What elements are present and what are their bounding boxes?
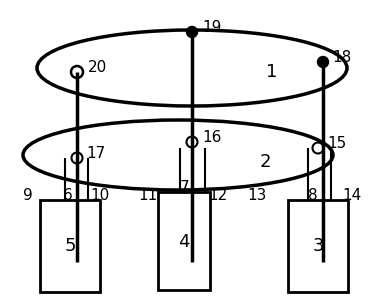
Text: 15: 15	[327, 136, 346, 151]
Text: 3: 3	[312, 237, 324, 255]
Text: 14: 14	[342, 188, 362, 203]
Circle shape	[318, 57, 329, 67]
Text: 4: 4	[178, 233, 190, 251]
Bar	[40, 200, 100, 292]
Text: 20: 20	[88, 60, 107, 75]
Text: 13: 13	[247, 188, 267, 203]
Text: 10: 10	[91, 188, 110, 203]
Text: 9: 9	[23, 188, 33, 203]
Text: 17: 17	[86, 147, 105, 161]
Text: 8: 8	[308, 188, 318, 203]
Text: 16: 16	[202, 130, 222, 146]
Text: 7: 7	[180, 181, 190, 195]
Bar	[288, 200, 348, 292]
Text: 6: 6	[63, 188, 73, 203]
Text: 1: 1	[266, 63, 278, 81]
Text: 5: 5	[64, 237, 76, 255]
Text: 12: 12	[208, 188, 228, 203]
Text: 2: 2	[259, 153, 271, 171]
Text: 11: 11	[138, 188, 158, 203]
Text: 18: 18	[332, 50, 351, 65]
Bar	[158, 192, 210, 290]
Circle shape	[187, 26, 198, 37]
Text: 19: 19	[202, 20, 222, 36]
